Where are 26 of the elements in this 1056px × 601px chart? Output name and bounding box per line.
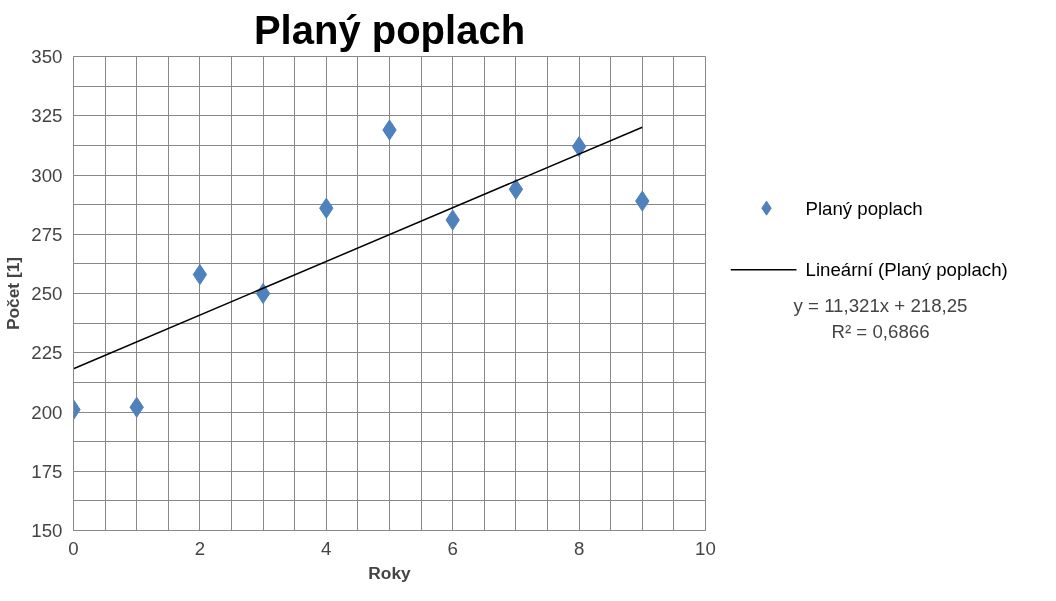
y-tick-label: 350 xyxy=(31,46,63,67)
y-tick-label: 225 xyxy=(31,342,63,364)
y-axis-title: Počet [1] xyxy=(3,256,24,331)
point xyxy=(508,178,524,200)
x-tick-label: 4 xyxy=(321,537,332,559)
x-axis-title: Roky xyxy=(368,562,412,583)
x-tick-label: 10 xyxy=(695,537,716,559)
point xyxy=(192,264,208,286)
y-tick-label: 325 xyxy=(31,105,63,127)
legend-label: Lineární (Planý poplach) xyxy=(805,259,1008,281)
x-tick-label: 8 xyxy=(573,537,585,559)
y-tick-label: 150 xyxy=(31,520,63,541)
y-tick-label: 300 xyxy=(31,164,63,186)
y-tick-label: 200 xyxy=(31,401,63,423)
chart-title: Planý poplach xyxy=(253,7,526,52)
text: R² = 0,6866 xyxy=(831,320,930,342)
x-tick-label: 0 xyxy=(68,537,79,559)
point xyxy=(571,136,587,158)
point xyxy=(255,283,271,304)
y-tick-label: 175 xyxy=(31,460,63,482)
x-tick-label: 6 xyxy=(447,537,458,559)
y-tick-label: 250 xyxy=(31,283,63,304)
legend-label: Planý poplach xyxy=(805,197,923,219)
y-tick-label: 275 xyxy=(31,223,63,245)
x-tick-label: 2 xyxy=(194,537,206,559)
text: y = 11,321x + 218,25 xyxy=(793,294,968,316)
